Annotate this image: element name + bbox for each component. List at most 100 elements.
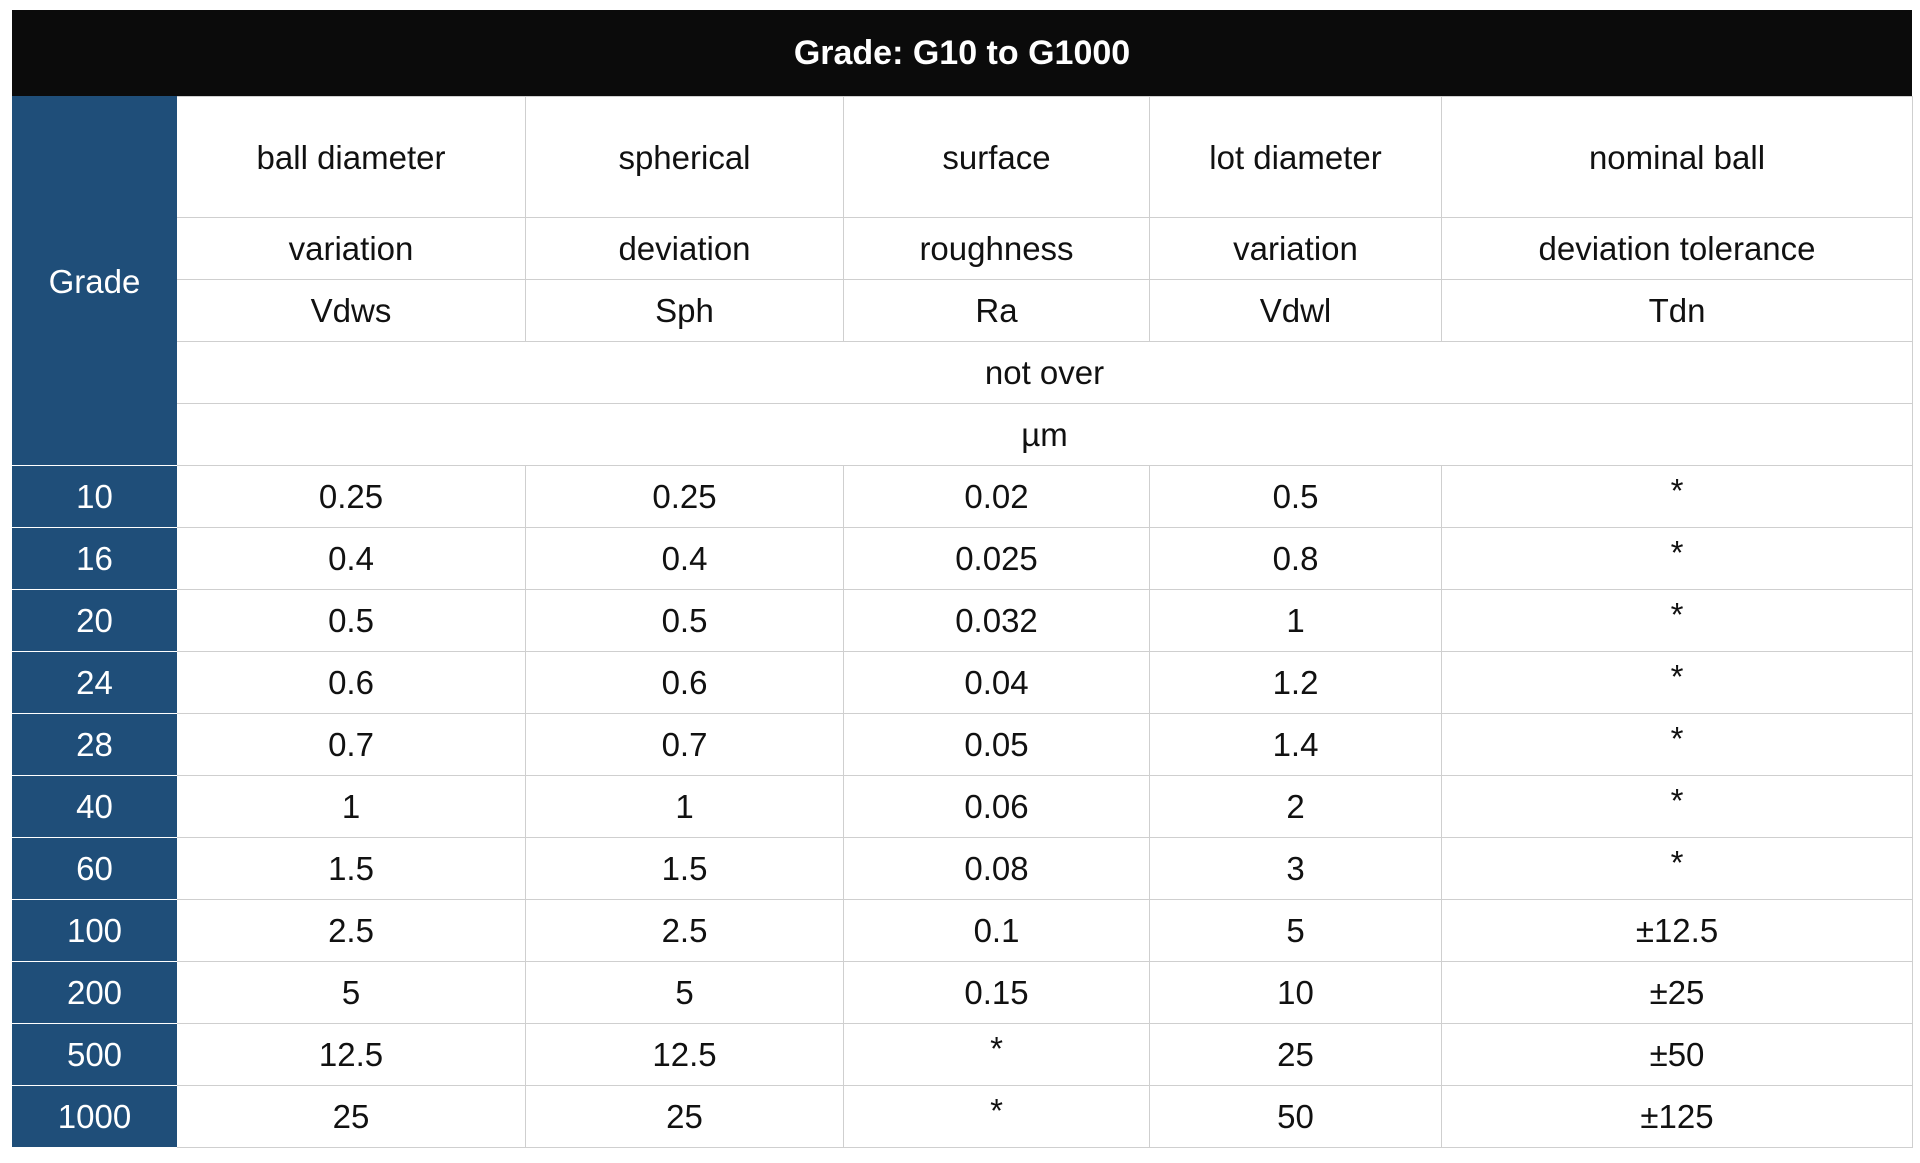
value-text: 25 (666, 1098, 703, 1135)
value-text: 0.8 (1272, 540, 1319, 577)
value-cell: 1.2 (1149, 651, 1442, 714)
value-cell: 25 (525, 1085, 844, 1148)
value-text: 25 (332, 1098, 370, 1135)
header-row-unit: µm (13, 403, 1913, 466)
value-cell: 0.06 (843, 775, 1150, 838)
grade-tolerance-sheet: Grade: G10 to G1000 Grade ball diameter … (12, 10, 1913, 1150)
value-cell: 0.025 (843, 527, 1150, 590)
value-cell: 0.5 (525, 589, 844, 652)
table-row: 60 1.5 1.5 0.08 3 * (12, 837, 1913, 900)
grade-cell: 40 (12, 775, 177, 838)
value-text: 12.5 (318, 1036, 384, 1073)
value-cell: * (1441, 589, 1913, 652)
value-text: 1.5 (328, 850, 374, 887)
value-cell: 1 (1149, 589, 1442, 652)
value-text: * (1670, 658, 1684, 695)
col-symbol: Ra (843, 279, 1150, 342)
value-cell: 1.5 (525, 837, 844, 900)
value-cell: 0.4 (176, 527, 526, 590)
grade-cell: 200 (12, 961, 177, 1024)
col-symbol: Sph (525, 279, 844, 342)
value-text: ±125 (1640, 1098, 1714, 1135)
value-text: 0.5 (328, 602, 374, 639)
value-cell: * (843, 1023, 1150, 1086)
value-cell: 5 (525, 961, 844, 1024)
tolerance-table: Grade ball diameter spherical surface lo… (12, 96, 1913, 1148)
value-text: 2.5 (328, 912, 374, 949)
value-cell: 3 (1149, 837, 1442, 900)
table-row: 28 0.7 0.7 0.05 1.4 * (12, 713, 1913, 776)
value-cell: 10 (1149, 961, 1442, 1024)
value-cell: * (1441, 775, 1913, 838)
value-text: 1.4 (1272, 726, 1319, 763)
value-text: * (1670, 844, 1684, 881)
value-cell: * (1441, 651, 1913, 714)
value-text: 5 (675, 974, 694, 1011)
table-row: 16 0.4 0.4 0.025 0.8 * (12, 527, 1913, 590)
table-row: 500 12.5 12.5 * 25 ±50 (12, 1023, 1913, 1086)
col-header-line1: lot diameter (1149, 96, 1442, 218)
value-cell: 0.4 (525, 527, 844, 590)
value-text: 1 (1286, 602, 1305, 639)
grade-cell: 24 (12, 651, 177, 714)
table-row: 1000 25 25 * 50 ±125 (12, 1085, 1913, 1148)
grade-cell: 28 (12, 713, 177, 776)
grade-cell: 20 (12, 589, 177, 652)
value-text: 2.5 (661, 912, 708, 949)
value-cell: 2 (1149, 775, 1442, 838)
value-text: 1.5 (661, 850, 708, 887)
value-text: 0.15 (964, 974, 1029, 1011)
value-text: 0.032 (955, 602, 1038, 639)
value-cell: ±12.5 (1441, 899, 1913, 962)
col-header-line2: variation (1149, 217, 1442, 280)
grade-cell: 1000 (12, 1085, 177, 1148)
value-cell: 0.05 (843, 713, 1150, 776)
grade-cell: 100 (12, 899, 177, 962)
value-cell: 0.15 (843, 961, 1150, 1024)
value-text: * (1670, 472, 1684, 509)
value-text: * (1670, 720, 1684, 757)
grade-cell: 10 (12, 465, 177, 528)
value-text: * (1670, 782, 1684, 819)
value-cell: * (1441, 837, 1913, 900)
value-text: 0.1 (973, 912, 1020, 949)
value-text: ±50 (1649, 1036, 1705, 1073)
limit-note: not over (176, 341, 1913, 404)
value-text: * (990, 1030, 1003, 1067)
value-text: 0.05 (964, 726, 1029, 763)
value-cell: 5 (176, 961, 526, 1024)
table-row: 10 0.25 0.25 0.02 0.5 * (12, 465, 1913, 528)
value-cell: 1 (176, 775, 526, 838)
value-text: 3 (1286, 850, 1305, 887)
value-cell: 0.032 (843, 589, 1150, 652)
value-cell: 25 (176, 1085, 526, 1148)
table-row: 24 0.6 0.6 0.04 1.2 * (12, 651, 1913, 714)
value-cell: 1 (525, 775, 844, 838)
value-text: 0.06 (964, 788, 1029, 825)
grade-cell: 16 (12, 527, 177, 590)
value-cell: 0.1 (843, 899, 1150, 962)
value-cell: * (1441, 465, 1913, 528)
value-text: 1 (341, 788, 361, 825)
col-header-line2: deviation (525, 217, 844, 280)
table-title: Grade: G10 to G1000 (12, 10, 1912, 96)
col-header-line1: surface (843, 96, 1150, 218)
value-text: 0.02 (964, 478, 1029, 515)
value-cell: 0.08 (843, 837, 1150, 900)
value-text: ±12.5 (1635, 912, 1719, 949)
col-symbol: Vdws (176, 279, 526, 342)
value-text: 50 (1277, 1098, 1314, 1135)
table-row: 100 2.5 2.5 0.1 5 ±12.5 (12, 899, 1913, 962)
col-header-line2: variation (176, 217, 526, 280)
value-cell: 0.5 (176, 589, 526, 652)
value-text: 0.04 (964, 664, 1029, 701)
value-cell: 1.5 (176, 837, 526, 900)
value-text: 0.25 (652, 478, 717, 515)
value-cell: * (1441, 713, 1913, 776)
value-text: 0.5 (661, 602, 708, 639)
value-cell: ±125 (1441, 1085, 1913, 1148)
value-cell: ±25 (1441, 961, 1913, 1024)
value-cell: 0.7 (176, 713, 526, 776)
value-cell: 0.02 (843, 465, 1150, 528)
value-cell: 12.5 (176, 1023, 526, 1086)
